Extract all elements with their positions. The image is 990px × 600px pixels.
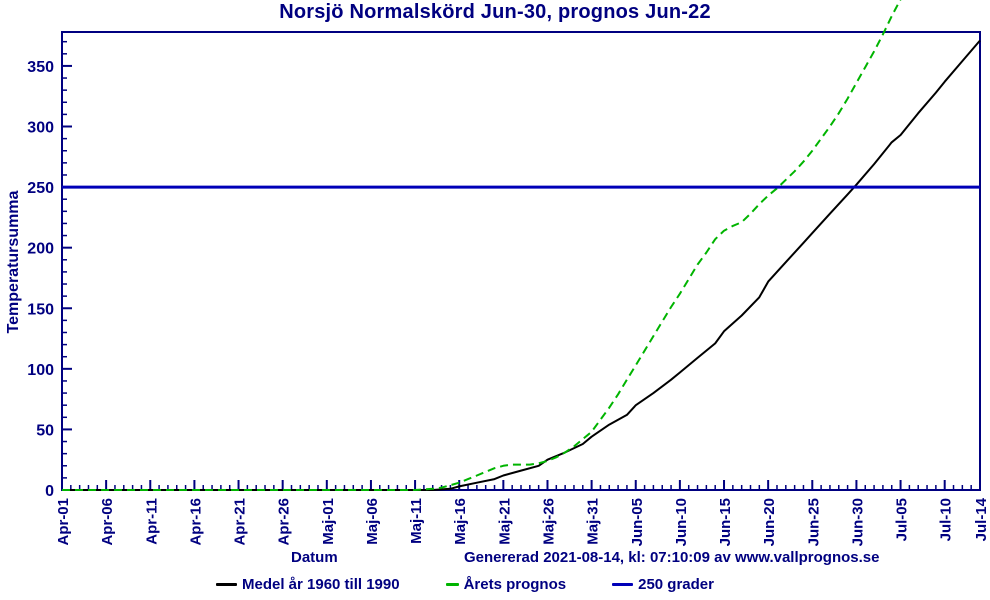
x-tick-label: Jun-30 [849,498,866,546]
x-tick-label: Jun-15 [717,498,734,546]
x-tick-label: Maj-26 [540,498,557,545]
x-tick-label: Maj-01 [320,498,337,545]
x-tick-label: Jun-25 [805,498,822,546]
x-tick-label: Jun-05 [629,498,646,546]
x-tick-label: Apr-21 [232,498,249,546]
legend-item-normal: Medel år 1960 till 1990 [215,576,400,593]
y-axis-title: Temperatursumma [5,190,22,334]
x-tick-label: Jun-10 [673,498,690,546]
y-tick-label: 150 [27,301,54,318]
plot-frame [61,31,981,491]
y-tick-label: 350 [27,59,54,76]
y-tick-label: 200 [27,241,54,258]
x-tick-label: Apr-06 [99,498,116,546]
y-tick-label: 300 [27,120,54,137]
chart-legend: Medel år 1960 till 1990 Årets prognos 25… [0,576,960,593]
x-tick-label: Jul-14 [973,497,990,541]
chart-title: Norsjö Normalskörd Jun-30, prognos Jun-2… [279,1,711,23]
x-tick-label: Maj-21 [496,498,513,545]
prognos-series-line [62,0,902,491]
x-tick-label: Apr-26 [276,498,293,546]
x-tick-label: Maj-06 [364,498,381,545]
x-tick-label: Apr-16 [187,498,204,546]
x-tick-label: Apr-11 [143,498,160,545]
y-tick-label: 100 [27,362,54,379]
legend-label-normal: Medel år 1960 till 1990 [241,576,400,593]
y-tick-label: 50 [36,422,54,439]
y-tick-label: 0 [45,483,54,500]
legend-item-250-grader: 250 grader [612,576,714,593]
x-tick-label: Apr-01 [55,498,72,546]
x-tick-label: Maj-31 [585,498,602,545]
x-tick-label: Maj-16 [452,498,469,545]
x-tick-label: Jun-20 [761,498,778,546]
x-tick-label: Jul-05 [894,498,911,541]
prognos-line-swatch-icon [445,583,459,586]
generated-timestamp: Genererad 2021-08-14, kl: 07:10:09 av ww… [464,549,880,566]
x-tick-label: Jul-10 [938,498,955,541]
y-tick-label: 250 [27,180,54,197]
x-axis-title: Datum [291,549,338,566]
reference-line-swatch-icon [612,583,634,586]
legend-label-250-grader: 250 grader [638,576,714,593]
x-tick-label: Maj-11 [408,498,425,544]
legend-label-prognos: Årets prognos [463,576,567,593]
normal-line-swatch-icon [215,583,237,586]
legend-item-prognos: Årets prognos [445,576,567,593]
